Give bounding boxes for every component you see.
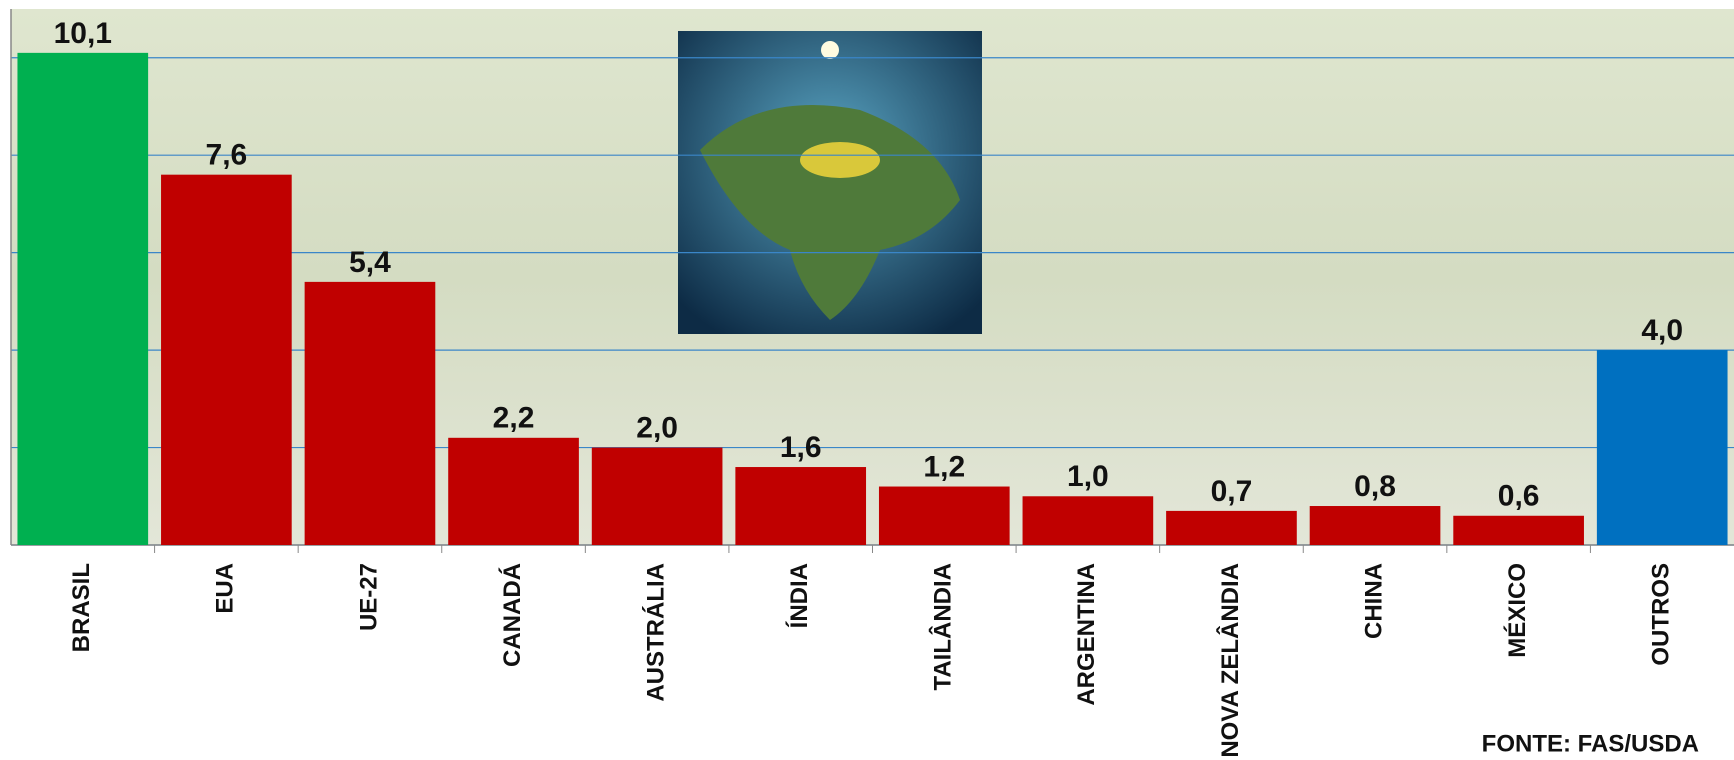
x-tick-label: NOVA ZELÂNDIA	[1216, 563, 1244, 758]
bar	[161, 174, 292, 545]
x-tick-label: OUTROS	[1648, 563, 1675, 666]
illustration	[678, 31, 982, 334]
bar	[1453, 515, 1584, 545]
illustration-sun	[821, 41, 839, 59]
x-tick-label: ÍNDIA	[785, 563, 813, 628]
value-label: 0,6	[1498, 480, 1540, 513]
value-label: 10,1	[54, 17, 112, 50]
x-tick-label: TAILÂNDIA	[929, 563, 957, 691]
value-label: 2,2	[493, 402, 535, 435]
bar	[1166, 510, 1297, 545]
value-label: 1,0	[1067, 460, 1109, 493]
bar	[1309, 506, 1441, 545]
grid	[10, 9, 1734, 553]
bar	[448, 437, 579, 545]
x-tick-label: MÉXICO	[1503, 563, 1531, 658]
illustration-flag	[800, 142, 880, 178]
bar	[17, 52, 149, 545]
value-label: 0,8	[1354, 470, 1396, 503]
bar	[878, 486, 1010, 545]
bar	[591, 447, 723, 545]
x-tick-label: EUA	[212, 563, 239, 614]
bar	[1596, 350, 1728, 545]
bar	[304, 281, 436, 545]
value-label: 5,4	[349, 246, 391, 279]
source: FONTE: FAS/USDA	[1482, 730, 1699, 757]
bars: 10,1 BRASIL 7,6 EUA 5,4 UE-27 2,2 CANADÁ 2,0 AUST…	[17, 17, 1728, 758]
bar	[735, 467, 867, 545]
value-label: 4,0	[1641, 314, 1683, 347]
x-tick-label: CHINA	[1360, 563, 1387, 639]
value-label: 7,6	[206, 139, 248, 172]
value-label: 1,2	[923, 450, 965, 483]
value-label: 1,6	[780, 431, 822, 464]
x-tick-label: BRASIL	[68, 563, 95, 652]
value-label: 2,0	[636, 411, 678, 444]
x-tick-label: UE-27	[355, 563, 382, 631]
x-tick-label: AUSTRÁLIA	[641, 563, 669, 702]
bar	[1022, 496, 1154, 545]
x-tick-label: CANADÁ	[498, 563, 526, 667]
illustration-land	[700, 105, 960, 320]
x-tick-label: ARGENTINA	[1073, 563, 1100, 706]
value-label: 0,7	[1211, 475, 1253, 508]
